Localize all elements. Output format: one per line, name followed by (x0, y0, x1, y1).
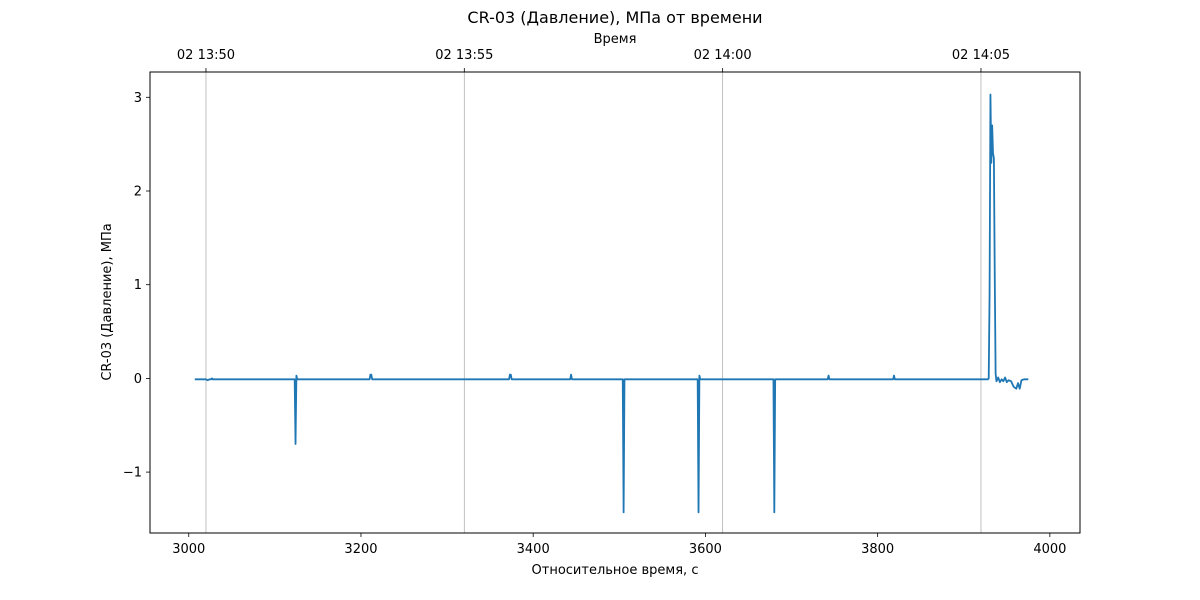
y-tick-label: 3 (134, 91, 142, 106)
plot-frame (149, 71, 1081, 534)
x-tick-label: 3600 (689, 542, 722, 557)
top-tick-label: 02 13:55 (435, 48, 493, 63)
top-axis: 02 13:50 02 13:55 02 14:00 02 14:05 (177, 48, 1010, 72)
x-tick-label: 3000 (172, 542, 205, 557)
grid-lines (205, 72, 982, 533)
x-axis-title: Относительное время, с (532, 563, 699, 578)
y-tick-label: 2 (134, 184, 142, 199)
series-line (194, 93, 1029, 514)
y-axis-title: CR-03 (Давление), МПа (100, 223, 115, 380)
top-axis-title: Время (594, 32, 637, 47)
x-tick-label: 4000 (1033, 542, 1066, 557)
series-layer (194, 93, 1029, 514)
chart-title: CR-03 (Давление), МПа от времени (467, 8, 762, 27)
top-tick-label: 02 14:05 (952, 48, 1010, 63)
x-tick-label: 3400 (517, 542, 550, 557)
y-tick-label: 1 (134, 278, 142, 293)
x-tick-label: 3800 (861, 542, 894, 557)
left-axis: −1 0 1 2 3 (123, 91, 150, 481)
bottom-axis: 3000 3200 3400 3600 3800 4000 (172, 533, 1066, 557)
top-tick-label: 02 14:00 (694, 48, 752, 63)
top-tick-label: 02 13:50 (177, 48, 235, 63)
y-tick-label: −1 (123, 466, 142, 481)
x-tick-label: 3200 (344, 542, 377, 557)
y-tick-label: 0 (134, 372, 142, 387)
